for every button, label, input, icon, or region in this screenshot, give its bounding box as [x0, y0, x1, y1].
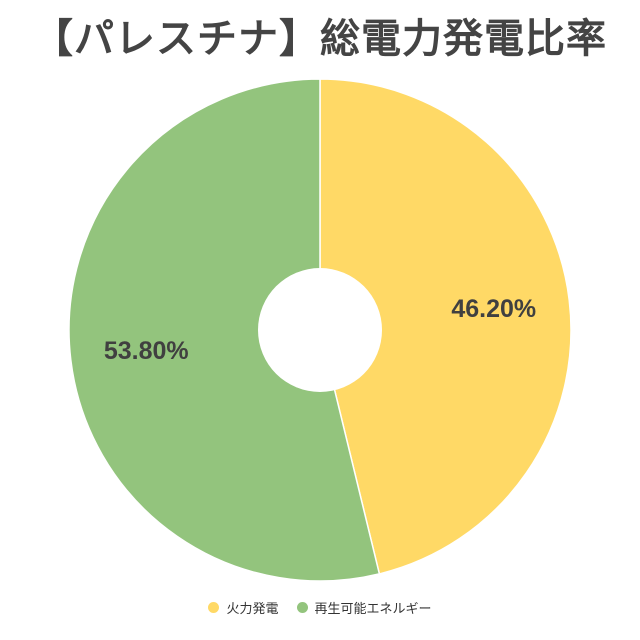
- legend-item-thermal[interactable]: 火力発電: [208, 598, 279, 617]
- slice-label-renewable: 53.80%: [104, 337, 189, 365]
- legend-item-renewable[interactable]: 再生可能エネルギー: [296, 598, 432, 617]
- legend: 火力発電 再生可能エネルギー: [0, 598, 640, 617]
- pie-slices: [68, 78, 572, 582]
- chart-title: 【パレスチナ】総電力発電比率: [33, 16, 607, 62]
- legend-label-thermal: 火力発電: [226, 602, 279, 617]
- donut-hole: [258, 268, 382, 392]
- legend-label-renewable: 再生可能エネルギー: [314, 602, 432, 617]
- pie-slice-thermal[interactable]: [319, 78, 572, 575]
- pie-slice-renewable[interactable]: [68, 78, 381, 582]
- legend-swatch-thermal: [208, 602, 220, 613]
- slice-labels: 46.20% 53.80%: [104, 295, 536, 365]
- legend-swatch-renewable: [296, 602, 308, 613]
- slice-label-thermal: 46.20%: [451, 295, 536, 323]
